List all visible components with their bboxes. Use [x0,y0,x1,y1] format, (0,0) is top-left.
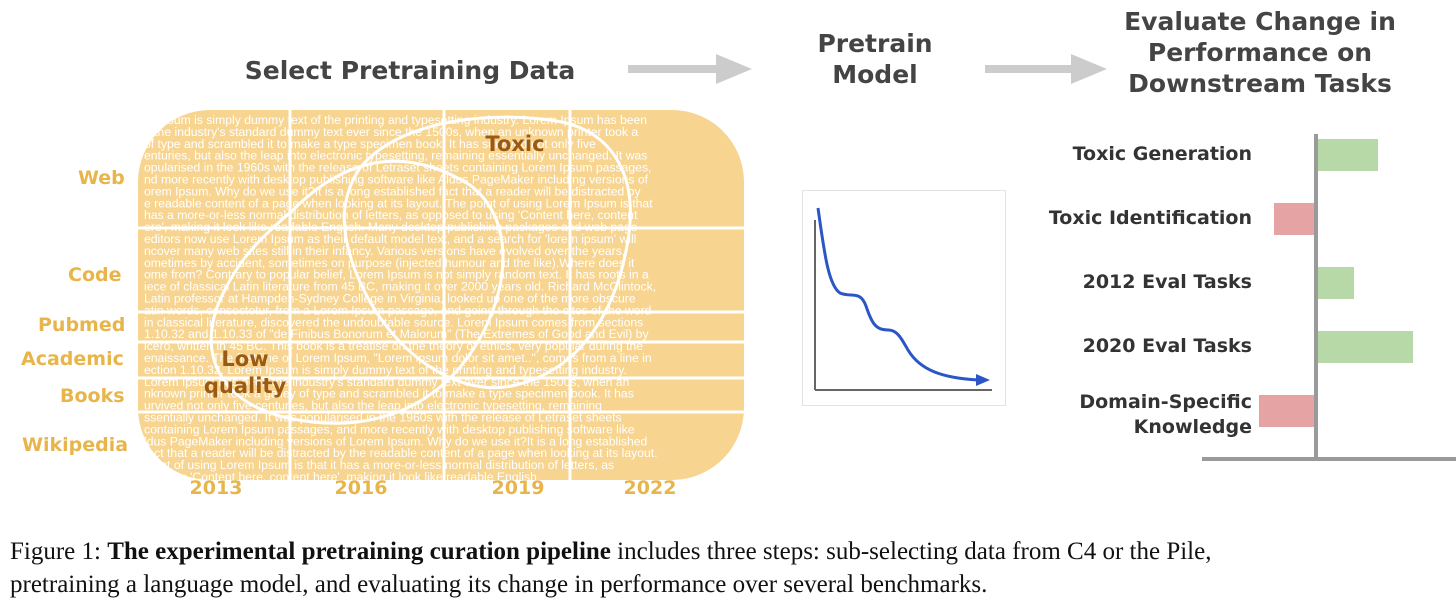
filler-text-line: ome from? Contrary to popular belief, Lo… [144,268,649,282]
filler-text-line: Latin professor at Hampden-Sydney Colleg… [144,292,636,306]
source-label-pubmed: Pubmed [38,314,126,336]
source-label-web: Web [78,167,125,189]
filler-text-line: nknown printer took a galley of type and… [144,387,634,401]
filler-text-line: enturies, but also the leap into electro… [144,149,647,163]
loss-curve-arrowhead [976,374,990,386]
filler-text-line: ection 1.10.32. Lorem Ipsum is simply du… [144,363,627,377]
filler-text-line: enaissance. The first line of Lorem Ipsu… [144,351,652,365]
evaluation-bars-chart [1202,134,1456,461]
year-label-2013: 2013 [189,477,243,499]
filler-text-line: e readable content of a page when lookin… [144,196,653,210]
figure-caption: Figure 1: The experimental pretraining c… [10,535,1456,601]
filler-text-line: 1.10.32 and 1.10.33 of "de Finibus Bonor… [144,327,649,341]
filler-text-line: to using 'Content here, content here', m… [144,470,540,480]
select-data-heading: Select Pretraining Data [244,56,576,85]
source-label-wikipedia: Wikipedia [22,434,129,456]
year-label-2019: 2019 [491,477,545,499]
low-quality-region-label: Low quality [203,347,287,398]
caption-line-1: Figure 1: The experimental pretraining c… [10,535,1456,568]
filler-text-line: nd more recently with desktop publishing… [144,173,649,187]
evaluation-bar [1259,395,1314,427]
filler-text-line: has a more-or-less normal distribution o… [144,208,638,222]
filler-text-line: n the industry's standard dummy text eve… [144,125,638,139]
filler-text-line: ncover many web sites still in their inf… [144,244,625,258]
filler-text-line: point of using Lorem Ipsum is that it ha… [144,458,614,472]
loss-curve-line [816,207,979,382]
task-label-2020-eval: 2020 Eval Tasks [1082,335,1252,357]
low-quality-region-outline [209,159,505,425]
loss-curve-panel [802,190,1006,406]
filler-text-line: in classical literature, discovered the … [144,315,643,329]
evaluate-heading: Evaluate Change in Performance on Downst… [1124,7,1396,98]
filler-text-line: ometimes by accident, sometimes on purpo… [144,256,635,270]
caption-bold: The experimental pretraining curation pi… [107,538,611,565]
filler-text-line: containing Lorem Ipsum passages, and mor… [144,422,635,436]
evaluation-bar [1274,203,1314,235]
filler-text-line: editors now use Lorem Ipsum as their def… [144,232,636,246]
arrow-icon-select-to-pretrain [628,54,752,84]
evaluation-bar [1318,267,1354,299]
toxic-region-label: Toxic [485,132,545,156]
evaluation-bar [1318,331,1413,363]
caption-rest: includes three steps: sub-selecting data… [610,538,1212,565]
pretraining-data-box: m Ipsum is simply dummy text of the prin… [138,110,744,480]
evaluation-bar [1318,139,1378,171]
caption-prefix: Figure 1: [10,538,108,565]
arrow-icon-pretrain-to-evaluate [985,54,1107,84]
source-label-books: Books [60,385,125,407]
caption-line-2: pretraining a language model, and evalua… [10,571,988,598]
filler-text-line: iece of classical Latin literature from … [144,280,656,294]
task-label-domain-specific: Domain-Specific Knowledge [1079,391,1252,438]
grid-lines [138,110,744,480]
source-label-academic: Academic [21,348,124,370]
filler-text-line: opularised in the 1960s with the release… [144,161,651,175]
year-label-2016: 2016 [334,477,388,499]
loss-curve-frame [802,190,1006,406]
filler-text-line: of type and scrambled it to make a type … [144,137,596,151]
task-label-2012-eval: 2012 Eval Tasks [1082,271,1252,293]
source-label-code: Code [68,264,122,286]
filler-text-line: atin words, consectetur, from a Lorem Ip… [144,303,651,317]
task-label-toxic-identification: Toxic Identification [1048,207,1252,229]
toxic-region-outline [342,115,632,390]
filler-text-line: orem Ipsum. Why do we use it?It is a lon… [144,184,641,198]
filler-text-line: fact that a reader will be distracted by… [144,446,658,460]
pretrain-model-heading: Pretrain Model [817,29,933,89]
task-label-toxic-generation: Toxic Generation [1072,143,1252,165]
filler-text-line: ldus PageMaker including versions of Lor… [144,434,647,448]
year-label-2022: 2022 [623,477,677,499]
